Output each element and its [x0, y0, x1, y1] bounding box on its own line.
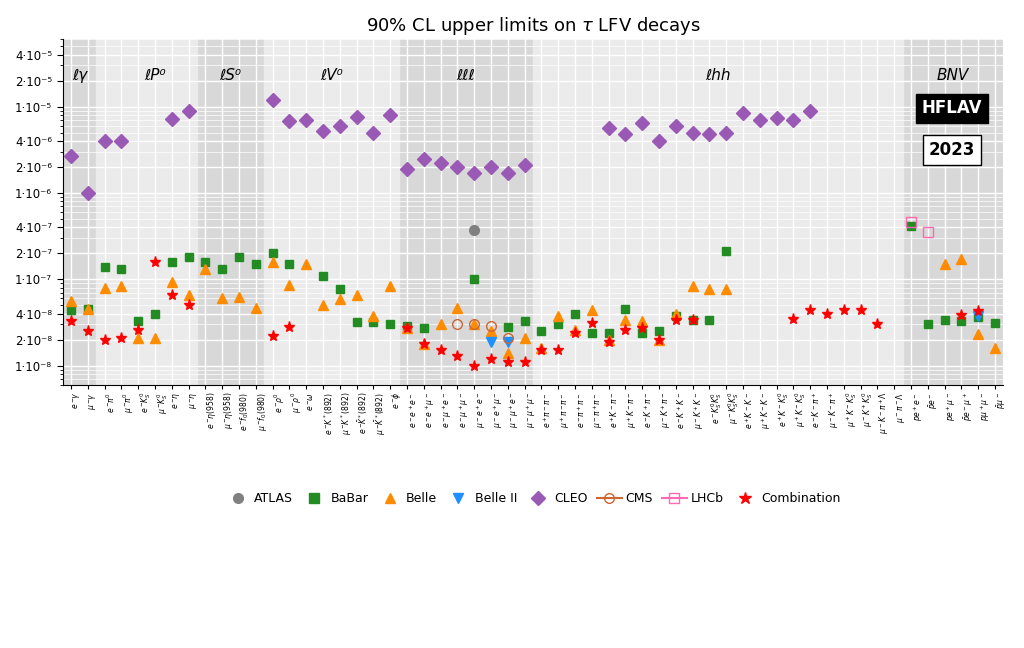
Text: ℓP⁰: ℓP⁰: [144, 68, 166, 83]
Bar: [532, 40, 902, 385]
Text: ℓhh: ℓhh: [705, 68, 730, 83]
Text: 2023: 2023: [929, 141, 975, 159]
Text: ℓℓℓ: ℓℓℓ: [457, 68, 475, 83]
Text: ℓγ: ℓγ: [72, 68, 87, 83]
Bar: [398, 40, 532, 385]
Text: HFLAV: HFLAV: [922, 99, 982, 117]
Text: BNV: BNV: [937, 68, 969, 83]
Bar: [902, 40, 1004, 385]
Bar: [264, 40, 398, 385]
Legend: ATLAS, BaBar, Belle, Belle II, CLEO, CMS, LHCb, Combination: ATLAS, BaBar, Belle, Belle II, CLEO, CMS…: [220, 487, 846, 510]
Title: 90% CL upper limits on $\tau$ LFV decays: 90% CL upper limits on $\tau$ LFV decays: [366, 15, 700, 37]
Bar: [62, 40, 96, 385]
Text: ℓS⁰: ℓS⁰: [219, 68, 242, 83]
Bar: [96, 40, 197, 385]
Text: ℓV⁰: ℓV⁰: [319, 68, 343, 83]
Bar: [197, 40, 264, 385]
